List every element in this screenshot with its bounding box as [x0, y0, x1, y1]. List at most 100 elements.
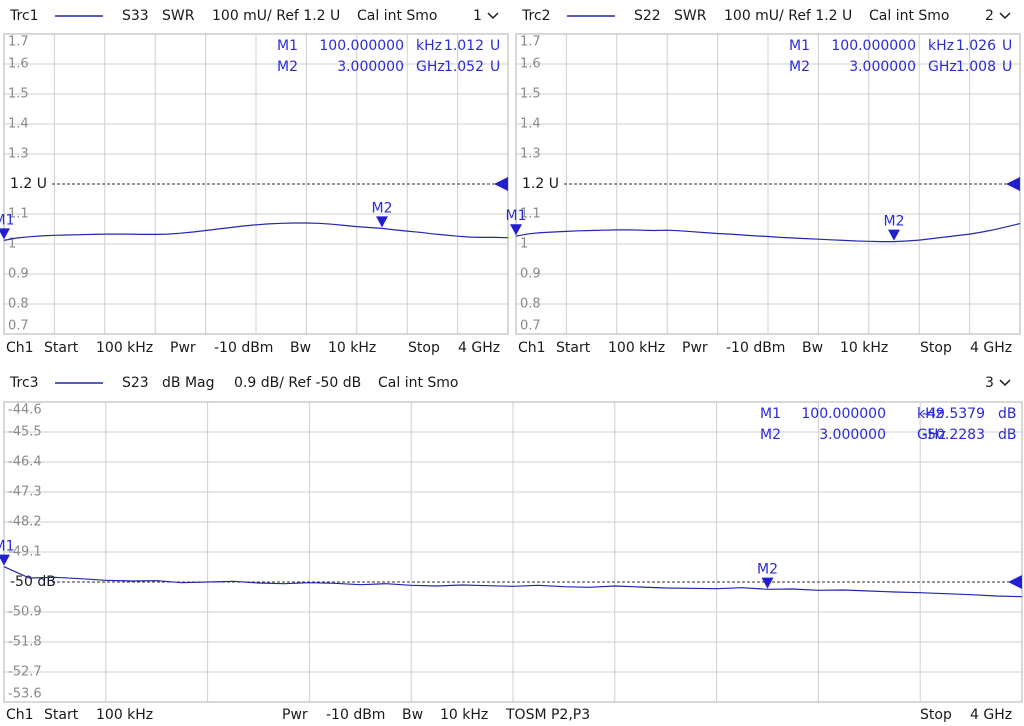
- marker-readout-value: 1.052: [444, 59, 484, 75]
- channel-info: Pwr: [170, 340, 196, 356]
- trace-name: Trc3: [9, 375, 39, 391]
- marker-readout-unit: U: [490, 59, 500, 75]
- trace-name: Trc1: [9, 8, 39, 24]
- marker-symbol: [510, 224, 522, 236]
- reference-label: 1.2 U: [10, 176, 47, 192]
- reference-label: -50 dB: [10, 574, 56, 590]
- format: SWR: [674, 8, 707, 24]
- y-tick-label: -51.8: [8, 635, 42, 650]
- y-tick-label: 1.1: [8, 207, 29, 222]
- marker-symbol: [0, 228, 10, 240]
- window-menu: [999, 379, 1011, 387]
- marker-readout-name: M1: [760, 406, 781, 422]
- y-tick-label: 1.1: [520, 207, 541, 222]
- marker-readout-value: -49.5379: [922, 406, 985, 422]
- window-number: 2: [985, 8, 994, 24]
- trace: [515, 223, 1021, 243]
- y-tick-label: 0.9: [520, 267, 541, 282]
- channel-info: Start: [44, 340, 79, 356]
- window-number: 1: [473, 8, 482, 24]
- marker-readout-unit: U: [1002, 38, 1012, 54]
- marker-readout-frequency: 100.000000: [831, 38, 916, 54]
- marker-readout-frequency-unit: kHz: [928, 38, 954, 54]
- channel-info: -10 dBm: [726, 340, 785, 356]
- channel-info: TOSM P2,P3: [505, 707, 590, 723]
- y-tick-label: 1.6: [8, 57, 29, 72]
- channel-info: Pwr: [282, 707, 308, 723]
- marker-label: M2: [757, 562, 778, 578]
- scale: 0.9 dB/ Ref -50 dB: [234, 375, 361, 391]
- y-tick-label: -48.2: [8, 515, 42, 530]
- y-tick-label: 1.3: [520, 147, 541, 162]
- marker-readout-frequency: 3.000000: [337, 59, 404, 75]
- y-tick-label: -52.7: [8, 665, 42, 680]
- marker-readout-frequency-unit: GHz: [917, 427, 946, 443]
- channel-info: Start: [556, 340, 591, 356]
- y-tick-label: 1.5: [520, 87, 541, 102]
- marker-readout-frequency: 3.000000: [849, 59, 916, 75]
- y-tick-label: 1.3: [8, 147, 29, 162]
- reference-label: 1.2 U: [522, 176, 559, 192]
- marker-readout-unit: U: [1002, 59, 1012, 75]
- window-menu: [999, 12, 1011, 20]
- trace-name: Trc2: [521, 8, 551, 24]
- marker-label: M1: [506, 208, 527, 224]
- reference-arrow: [1008, 575, 1022, 589]
- y-tick-label: 0.7: [8, 319, 29, 334]
- channel-info: Stop: [920, 340, 952, 356]
- marker-label: M1: [0, 539, 15, 555]
- channel-info: 4 GHz: [970, 707, 1012, 723]
- y-tick-label: 1: [8, 237, 16, 252]
- marker-readout-frequency-unit: GHz: [928, 59, 957, 75]
- reference-arrow: [494, 177, 508, 191]
- calibration: Cal int Smo: [378, 375, 459, 391]
- calibration: Cal int Smo: [869, 8, 950, 24]
- channel-info: Bw: [290, 340, 311, 356]
- channel-info: Pwr: [682, 340, 708, 356]
- channel-info: Bw: [402, 707, 423, 723]
- y-tick-label: 1.6: [520, 57, 541, 72]
- trace: [3, 566, 1023, 598]
- parameter: S33: [122, 8, 149, 24]
- format: dB Mag: [162, 375, 215, 391]
- parameter: S23: [122, 375, 149, 391]
- y-tick-label: 0.7: [520, 319, 541, 334]
- y-tick-label: -47.3: [8, 485, 42, 500]
- marker-symbol: [375, 216, 388, 228]
- trace: [3, 222, 509, 241]
- channel-info: Ch1: [6, 707, 34, 723]
- window-menu: [487, 12, 499, 20]
- y-tick-label: -46.4: [8, 455, 42, 470]
- channel-info: 4 GHz: [458, 340, 500, 356]
- marker-readout-value: 1.026: [956, 38, 996, 54]
- marker-label: M1: [0, 212, 15, 228]
- channel-info: Ch1: [518, 340, 546, 356]
- marker-readout-frequency-unit: kHz: [917, 406, 943, 422]
- window-number: 3: [985, 375, 994, 391]
- marker-readout-frequency: 100.000000: [801, 406, 886, 422]
- channel-info: 100 kHz: [96, 707, 153, 723]
- channel-info: 100 kHz: [608, 340, 665, 356]
- marker-readout-frequency-unit: GHz: [416, 59, 445, 75]
- y-tick-label: -49.1: [8, 545, 42, 560]
- marker-readout-name: M1: [789, 38, 810, 54]
- marker-readout-name: M2: [277, 59, 298, 75]
- y-tick-label: 0.8: [520, 297, 541, 312]
- marker-readout-unit: U: [490, 38, 500, 54]
- parameter: S22: [634, 8, 661, 24]
- y-tick-label: 1.7: [8, 35, 29, 50]
- channel-info: 4 GHz: [970, 340, 1012, 356]
- channel-info: -10 dBm: [326, 707, 385, 723]
- y-tick-label: -50.9: [8, 605, 42, 620]
- y-tick-label: 1.5: [8, 87, 29, 102]
- y-tick-label: -44.6: [8, 403, 42, 418]
- y-tick-label: -45.5: [8, 425, 42, 440]
- scale: 100 mU/ Ref 1.2 U: [212, 8, 340, 24]
- channel-info: 100 kHz: [96, 340, 153, 356]
- marker-symbol: [887, 229, 900, 241]
- channel-info: Stop: [920, 707, 952, 723]
- marker-label: M2: [371, 200, 392, 216]
- y-tick-label: 0.8: [8, 297, 29, 312]
- marker-readout-name: M2: [789, 59, 810, 75]
